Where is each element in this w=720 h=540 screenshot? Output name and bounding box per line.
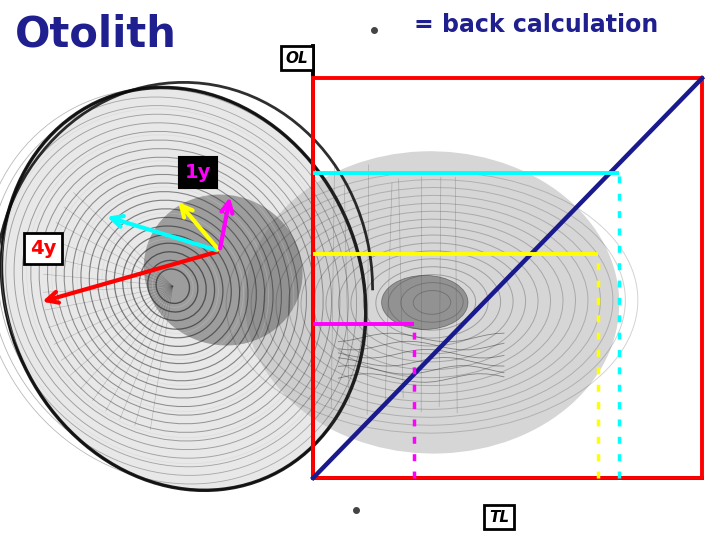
Ellipse shape: [382, 275, 468, 329]
Text: TL: TL: [489, 510, 509, 525]
Ellipse shape: [144, 194, 302, 346]
Text: 4y: 4y: [30, 239, 56, 258]
Ellipse shape: [245, 151, 619, 454]
Text: 1y: 1y: [185, 163, 211, 183]
Text: = back calculation: = back calculation: [414, 14, 658, 37]
Text: OL: OL: [285, 51, 308, 66]
Ellipse shape: [1, 87, 366, 490]
Bar: [313, 78, 702, 478]
Text: Otolith: Otolith: [14, 14, 176, 56]
